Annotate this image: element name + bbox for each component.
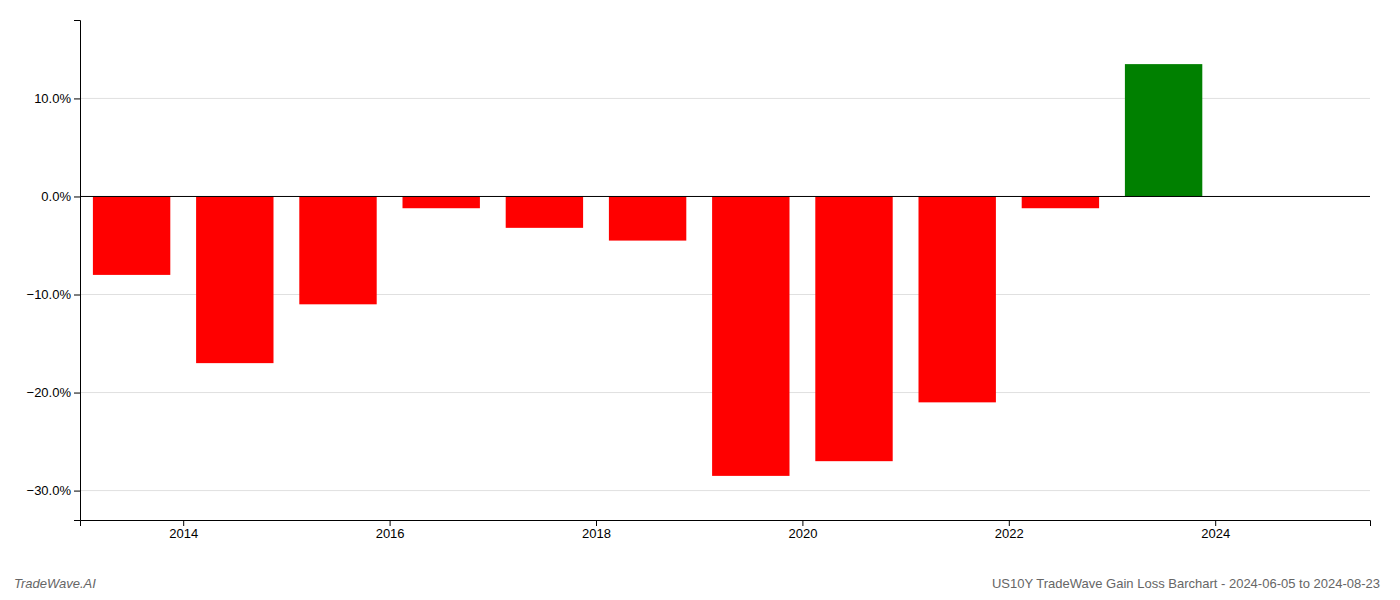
y-tick: −30.0% xyxy=(27,483,80,498)
x-tick: 2022 xyxy=(995,520,1024,541)
y-tick-label: 10.0% xyxy=(34,91,71,106)
y-axis-line xyxy=(74,21,81,521)
y-tick-mark xyxy=(74,196,80,197)
bars xyxy=(93,64,1202,476)
x-tick-label: 2020 xyxy=(788,526,817,541)
title: US10Y TradeWave Gain Loss Barchart - 202… xyxy=(992,576,1380,591)
bar xyxy=(609,196,686,240)
bar xyxy=(506,196,583,227)
x-tick-label: 2022 xyxy=(995,526,1024,541)
y-tick: 10.0% xyxy=(34,91,80,106)
bar xyxy=(919,196,996,402)
x-tick-label: 2016 xyxy=(376,526,405,541)
x-tick: 2018 xyxy=(582,520,611,541)
bar xyxy=(815,196,892,461)
x-tick-mark xyxy=(183,520,184,526)
watermark: TradeWave.AI xyxy=(14,576,96,591)
y-tick-mark xyxy=(74,98,80,99)
y-tick-label: −10.0% xyxy=(27,287,72,302)
x-tick-mark xyxy=(390,520,391,526)
x-tick: 2024 xyxy=(1201,520,1230,541)
x-tick: 2016 xyxy=(376,520,405,541)
bar xyxy=(93,196,170,274)
y-axis: 10.0% 0.0% −10.0% −20.0% −30.0% xyxy=(27,21,81,521)
x-tick: 2014 xyxy=(169,520,198,541)
x-tick-label: 2014 xyxy=(169,526,198,541)
bar xyxy=(712,196,789,475)
x-tick-label: 2024 xyxy=(1201,526,1230,541)
y-tick-mark xyxy=(74,295,80,296)
chart: 2014 2016 2018 2020 2022 2024 10.0% 0.0% −10.0% −… xyxy=(0,0,1400,600)
y-tick: −20.0% xyxy=(27,385,80,400)
grid-line xyxy=(80,196,1370,197)
x-tick-mark xyxy=(802,520,803,526)
y-tick-mark xyxy=(74,393,80,394)
bar xyxy=(1022,196,1099,208)
y-tick-label: 0.0% xyxy=(41,189,71,204)
plot-area: 2014 2016 2018 2020 2022 2024 10.0% 0.0% −10.0% −… xyxy=(27,21,1371,542)
bar xyxy=(299,196,376,304)
bar xyxy=(403,196,480,208)
x-axis-line xyxy=(81,521,1371,527)
y-tick-label: −20.0% xyxy=(27,385,72,400)
bar xyxy=(196,196,273,363)
zero-line xyxy=(80,196,1370,197)
y-tick: −10.0% xyxy=(27,287,80,302)
bar xyxy=(1125,64,1202,196)
x-tick-mark xyxy=(1009,520,1010,526)
x-tick-label: 2018 xyxy=(582,526,611,541)
y-tick-mark xyxy=(74,491,80,492)
y-tick: 0.0% xyxy=(41,189,80,204)
grid-line xyxy=(80,490,1370,491)
x-tick-mark xyxy=(1215,520,1216,526)
y-tick-label: −30.0% xyxy=(27,483,72,498)
x-tick: 2020 xyxy=(788,520,817,541)
x-axis: 2014 2016 2018 2020 2022 2024 xyxy=(81,520,1371,541)
x-tick-mark xyxy=(596,520,597,526)
